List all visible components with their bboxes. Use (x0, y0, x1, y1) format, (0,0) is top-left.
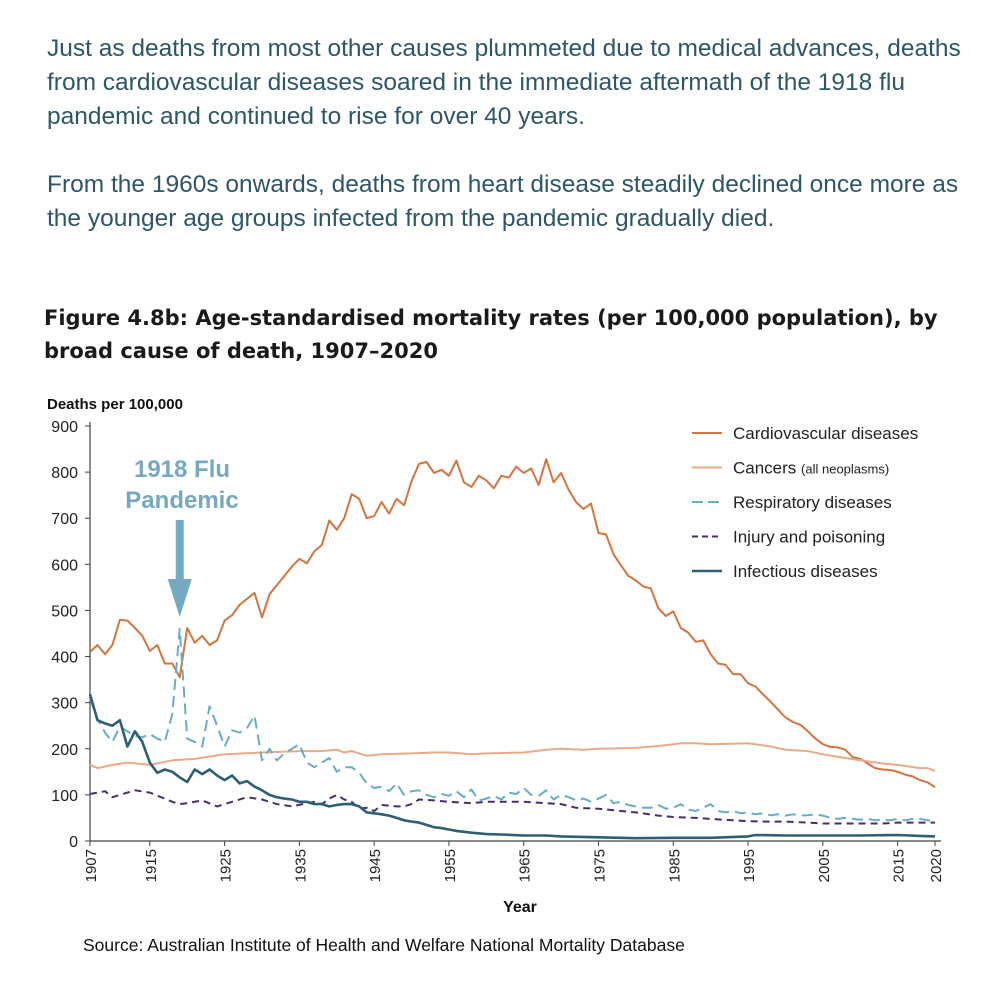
legend-label: Cardiovascular diseases (733, 424, 918, 443)
x-tick-label: 1975 (591, 849, 608, 882)
y-tick-label: 0 (69, 834, 78, 851)
figure-title-line-1: Figure 4.8b: Age-standardised mortality … (44, 306, 938, 330)
series-line-cardiovascular-diseases (89, 458, 936, 788)
x-tick-label: 2005 (816, 849, 833, 882)
y-tick-label: 100 (51, 788, 78, 805)
x-tick-label: 1955 (442, 849, 459, 882)
annotation-arrow-shaft (175, 520, 184, 582)
x-tick-label: 1945 (367, 849, 384, 882)
annotation-layer: 1918 Flu Pandemic (125, 456, 239, 617)
series-line-respiratory-diseases (89, 627, 936, 823)
y-tick-label: 600 (51, 557, 78, 574)
intro-paragraph-2: From the 1960s onwards, deaths from hear… (47, 171, 959, 232)
mortality-line-chart: 0 100 200 300 400 500 600 700 800 900 1907 1915 1925… (47, 396, 945, 916)
x-tick-label: 2015 (891, 849, 908, 882)
annotation-arrow-icon (167, 579, 192, 617)
legend-label: Infectious diseases (733, 562, 878, 581)
figure-title: Figure 4.8b: Age-standardised mortality … (44, 302, 964, 368)
x-tick-label: 1965 (517, 849, 534, 882)
y-tick-label: 400 (51, 650, 78, 667)
legend-label: Cancers (all neoplasms) (733, 459, 889, 478)
x-tick-label: 1935 (292, 849, 309, 882)
y-tick-label: 200 (51, 742, 78, 759)
source-note: Source: Australian Institute of Health a… (83, 935, 685, 955)
x-tick-label: 1907 (83, 849, 100, 882)
series-line-cancers-all-neoplasms (89, 742, 936, 772)
y-tick-label: 500 (51, 603, 78, 620)
x-tick-label: 1995 (741, 849, 758, 882)
y-tick-label: 300 (51, 696, 78, 713)
annotation-label-line-2: Pandemic (125, 487, 238, 514)
y-tick-label: 900 (51, 419, 78, 436)
x-tick-label: 2020 (928, 849, 945, 882)
legend-label: Injury and poisoning (733, 528, 885, 547)
series-line-injury-and-poisoning (89, 789, 935, 825)
legend: Cardiovascular diseases Cancers (all neop… (692, 424, 918, 581)
x-tick-label: 1985 (666, 849, 683, 882)
x-axis-label: Year (503, 899, 537, 916)
annotation-label-line-1: 1918 Flu (134, 456, 230, 483)
intro-text: Just as deaths from most other causes pl… (47, 32, 987, 270)
series-line-infectious-diseases (88, 694, 936, 840)
x-tick-label: 1925 (218, 849, 235, 882)
y-tick-label: 800 (51, 465, 78, 482)
legend-label: Respiratory diseases (733, 493, 892, 512)
figure-title-line-2: broad cause of death, 1907–2020 (44, 339, 438, 363)
intro-paragraph-1: Just as deaths from most other causes pl… (47, 35, 961, 130)
axes-layer: 0 100 200 300 400 500 600 700 800 900 1907 1915 1925… (47, 396, 945, 916)
x-tick-label: 1915 (143, 849, 160, 882)
y-tick-label: 700 (51, 511, 78, 528)
y-axis-label: Deaths per 100,000 (47, 396, 183, 413)
series-layer (88, 458, 936, 840)
